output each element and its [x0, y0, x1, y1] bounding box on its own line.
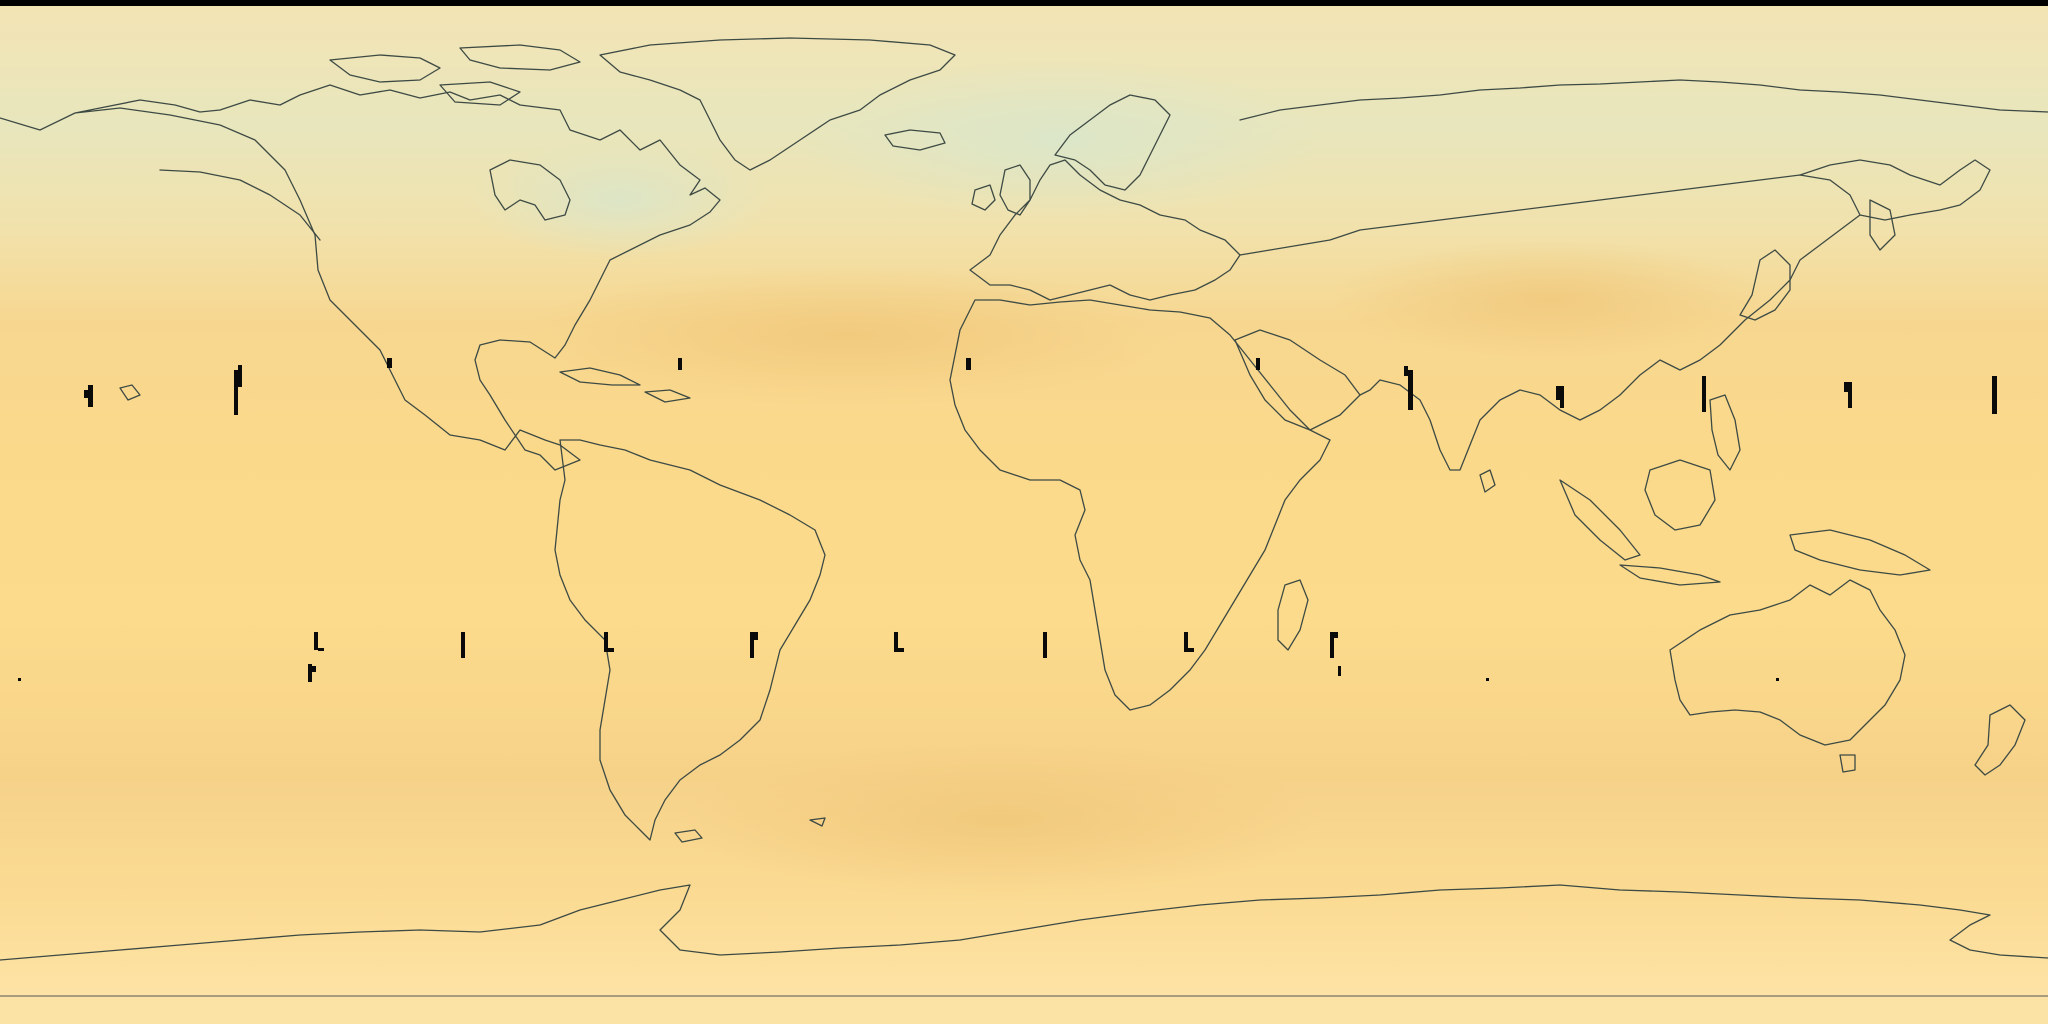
glitch-mark	[604, 632, 608, 652]
coast-arabia	[1234, 329, 1361, 431]
glitch-mark	[1556, 386, 1564, 400]
warm-anomaly-atlantic	[520, 265, 1180, 405]
glitch-mark	[461, 632, 465, 658]
coast-arctic-islands-3	[439, 81, 521, 106]
coast-borneo	[1644, 459, 1716, 531]
glitch-mark	[1848, 390, 1852, 408]
glitch-mark	[387, 358, 392, 368]
warm-anomaly-southern-ocean	[680, 740, 1320, 900]
glitch-mark	[894, 648, 904, 652]
glitch-mark	[308, 664, 312, 682]
glitch-mark	[1256, 358, 1260, 370]
coast-kamchatka	[1869, 199, 1896, 251]
coastlines	[0, 37, 2048, 961]
glitch-mark	[894, 632, 898, 652]
black-top-band	[0, 0, 2048, 6]
coast-hudson-bay	[489, 159, 571, 221]
coast-siberia-east	[1799, 159, 1991, 221]
coast-greenland	[599, 37, 956, 171]
glitch-mark	[84, 390, 88, 398]
coast-africa	[949, 299, 1331, 711]
glitch-mark	[966, 358, 971, 370]
glitch-mark	[750, 632, 754, 658]
glitch-mark	[88, 385, 93, 407]
glitch-mark	[1404, 366, 1408, 376]
cool-anomaly-arctic-canada	[470, 140, 770, 260]
coast-arctic-islands-1	[329, 54, 441, 83]
coast-iceland	[884, 129, 946, 151]
coast-south-georgia	[809, 817, 826, 827]
coast-sumatra	[1559, 479, 1641, 561]
coast-siberia-north	[1239, 79, 2048, 121]
glitch-mark	[1338, 666, 1341, 676]
coast-cuba	[559, 367, 641, 386]
warm-anomaly-asia	[1330, 240, 1770, 360]
coast-scandinavia	[1054, 94, 1171, 191]
coast-arctic-islands-2	[459, 44, 581, 71]
coast-north-america	[0, 84, 721, 471]
coast-antarctica	[0, 884, 2048, 961]
glitch-mark	[318, 648, 324, 651]
coast-south-america	[554, 439, 826, 841]
coast-australia	[1669, 579, 1906, 746]
glitch-mark	[1330, 632, 1334, 658]
coast-hawaii	[119, 384, 141, 401]
glitch-mark	[1408, 370, 1413, 410]
glitch-mark	[1702, 376, 1706, 412]
glitch-mark	[1184, 632, 1188, 652]
glitch-mark	[754, 632, 758, 640]
glitch-mark	[314, 632, 318, 650]
glitch-mark	[678, 358, 682, 370]
bottom-band	[0, 996, 2048, 1024]
glitch-mark	[1560, 398, 1564, 408]
coast-alaska-peninsula	[159, 169, 321, 241]
glitch-mark	[1184, 648, 1194, 652]
glitch-mark	[1992, 376, 1997, 414]
coast-ireland	[971, 184, 996, 211]
coast-new-zealand	[1974, 704, 2026, 776]
glitch-mark	[1486, 678, 1489, 681]
glitch-mark	[1334, 632, 1338, 638]
coast-tasmania	[1839, 754, 1856, 773]
coast-falklands	[674, 829, 703, 843]
coast-madagascar	[1277, 579, 1309, 651]
cool-anomaly-north-atlantic	[800, 60, 1320, 220]
glitch-mark	[312, 666, 316, 672]
glitch-mark	[1776, 678, 1779, 681]
coast-hispaniola	[644, 389, 691, 403]
coast-asia	[1239, 174, 1861, 471]
glitch-mark	[18, 678, 21, 681]
glitch-mark	[238, 365, 242, 387]
glitch-marks	[18, 358, 1997, 682]
glitch-mark	[1844, 382, 1852, 392]
glitch-mark	[234, 370, 238, 415]
glitch-mark	[604, 648, 614, 652]
coast-sri-lanka	[1479, 469, 1496, 493]
coast-java	[1619, 564, 1721, 586]
coast-japan	[1739, 249, 1791, 321]
coast-europe	[969, 159, 1241, 301]
glitch-mark	[1043, 632, 1047, 658]
coast-britain	[999, 164, 1031, 216]
coast-philippines	[1709, 394, 1741, 471]
coast-new-guinea	[1789, 529, 1931, 576]
